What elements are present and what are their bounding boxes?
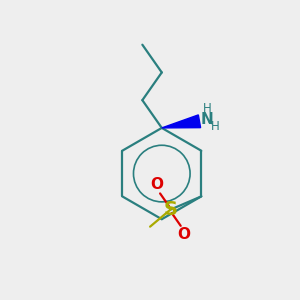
Text: S: S xyxy=(164,200,177,219)
Text: N: N xyxy=(200,112,213,127)
Text: H: H xyxy=(202,102,211,115)
Text: O: O xyxy=(151,177,164,192)
Text: O: O xyxy=(177,227,190,242)
Polygon shape xyxy=(162,115,201,128)
Text: H: H xyxy=(211,120,220,133)
